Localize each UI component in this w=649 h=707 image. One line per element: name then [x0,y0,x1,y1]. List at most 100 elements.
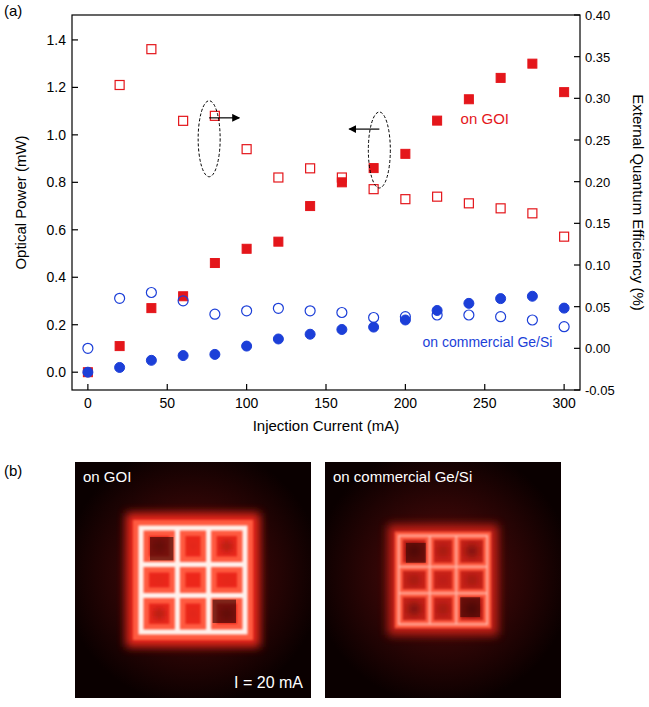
point [496,312,506,322]
point [83,368,92,377]
point [559,303,569,313]
y2-tick-label: 0.15 [585,216,610,231]
photo-window [406,543,426,563]
series-label: on commercial Ge/Si [423,334,553,350]
point [400,312,410,322]
y-tick-label: 0.0 [47,364,67,380]
point [528,209,537,218]
point [115,81,124,90]
y2-tick-label: 0.40 [585,8,610,23]
x-tick [246,384,247,390]
y2-tick [574,56,580,57]
point [178,296,188,306]
point [274,173,283,182]
point [210,309,220,319]
y2-tick [574,264,580,265]
y2-tick [574,348,580,349]
point [115,362,125,372]
photo-core [399,536,487,624]
y-axis-title: Optical Power (mW) [12,135,29,269]
y2-axis-title: External Quantum Efficiency (%) [630,94,647,310]
series-label: on GOI [461,110,509,127]
point [527,315,537,325]
point [527,291,537,301]
point [337,324,347,334]
point [401,195,410,204]
x-axis-title: Injection Current (mA) [253,417,400,434]
photo-window [213,600,236,623]
y-tick [72,277,78,278]
x-tick [325,384,326,390]
point [369,322,379,332]
y2-tick-label: 0.30 [585,91,610,106]
photo-glow [399,536,487,624]
y2-tick-label: 0.00 [585,341,610,356]
point [337,308,347,318]
y-tick [72,324,78,325]
point [464,199,473,208]
point [242,306,252,316]
point [496,204,505,213]
photo-background [325,462,561,698]
y-tick [72,134,78,135]
point [146,288,156,298]
point [242,244,251,253]
point [83,343,93,353]
photo: on commercial Ge/Si [325,462,561,698]
y-tick-label: 0.4 [47,269,67,285]
y2-tick-label: 0.05 [585,300,610,315]
point [432,310,442,320]
y-tick-label: 0.8 [47,174,67,190]
x-tick [484,384,485,390]
point [178,351,188,361]
point [305,329,315,339]
point [147,304,156,313]
point [337,173,346,182]
axis-pointer-arrow [349,129,379,130]
y2-tick [574,181,580,182]
point [273,303,283,313]
point [528,59,537,68]
x-tick-label: 50 [159,395,175,411]
photo: on GOII = 20 mA [75,462,311,698]
y2-tick-label: 0.20 [585,175,610,190]
photo-glow [141,528,245,632]
y-tick-label: 0.6 [47,222,67,238]
point [115,293,125,303]
y2-tick-label: 0.25 [585,133,610,148]
point [273,334,283,344]
point [306,202,315,211]
y2-tick [574,98,580,99]
photo-window [460,597,480,617]
point [305,306,315,316]
point [369,185,378,194]
x-tick-label: 200 [394,395,418,411]
point [496,73,505,82]
marks [83,45,569,378]
x-tick-label: 300 [552,395,576,411]
point [560,232,569,241]
y-tick [72,372,78,373]
x-tick-label: 100 [235,395,259,411]
y-tick-label: 0.2 [47,317,67,333]
plot-frame [72,15,580,390]
y-tick [72,182,78,183]
photo-title: on GOI [83,468,131,485]
point [210,349,220,359]
point [242,341,252,351]
photo-window [150,537,173,560]
x-tick [167,384,168,390]
axis-pointer-ellipse [198,101,220,177]
y2-tick [574,306,580,307]
x-tick-label: 150 [314,395,338,411]
point [115,342,124,351]
photo-background [75,462,311,698]
photo-pattern [141,528,245,632]
point [179,116,188,125]
point [496,294,506,304]
point [146,355,156,365]
point [210,259,219,268]
point [401,149,410,158]
point [242,145,251,154]
axis-pointer-arrow [209,117,239,118]
